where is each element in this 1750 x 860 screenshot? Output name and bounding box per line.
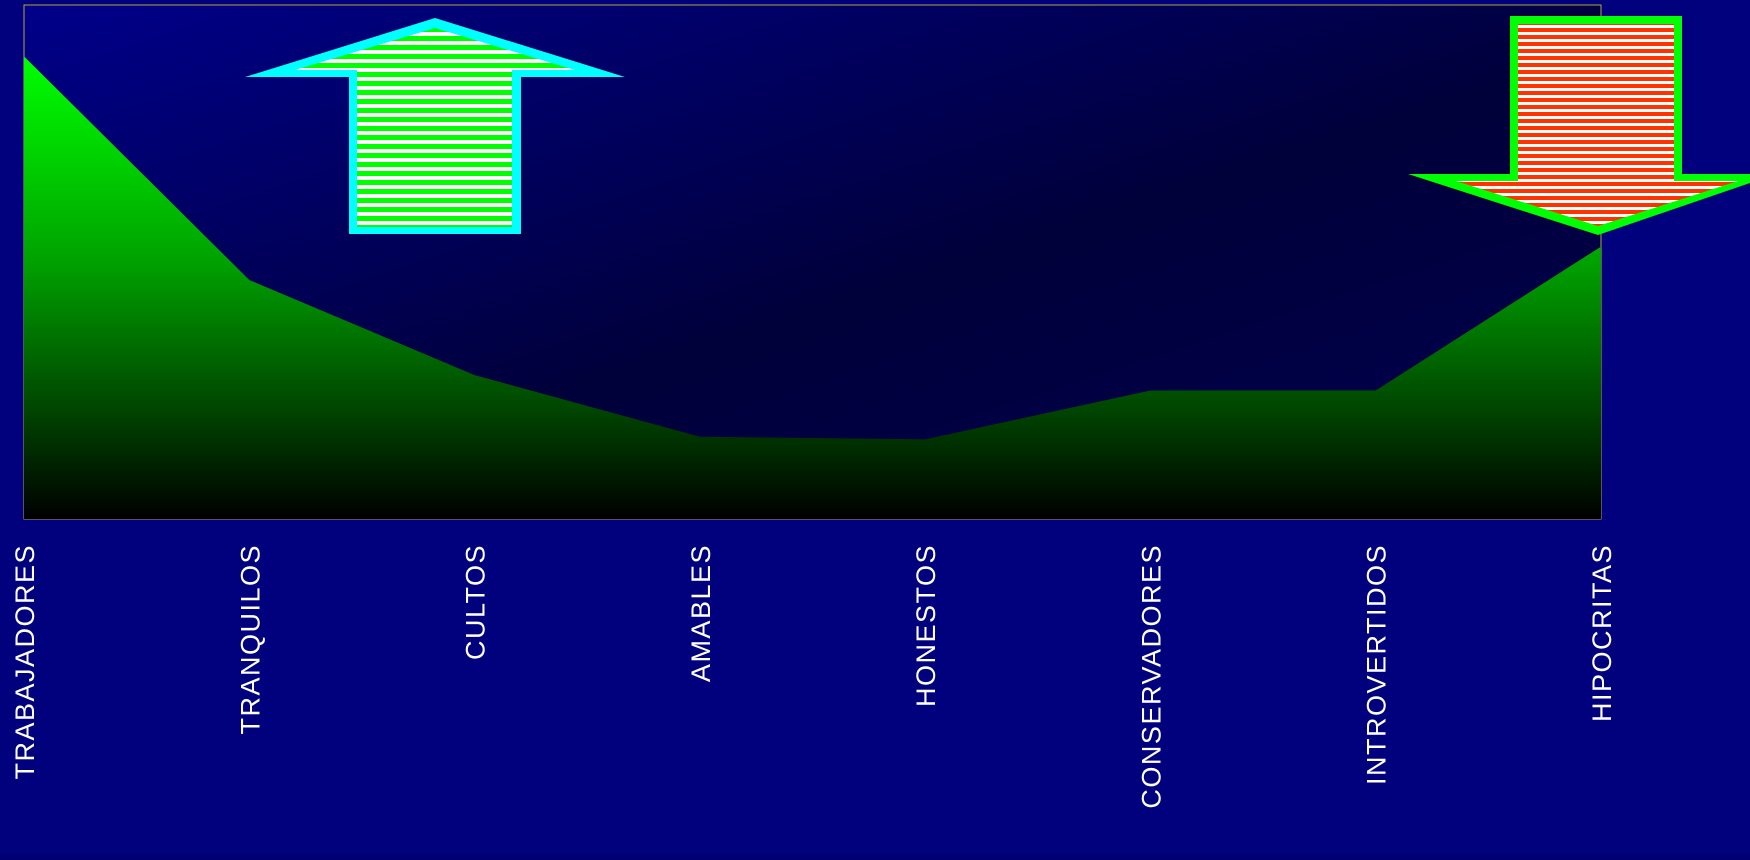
x-tick-label: CONSERVADORES: [1136, 544, 1166, 809]
x-tick-label: CULTOS: [461, 544, 491, 660]
x-tick-label: AMABLES: [686, 544, 716, 682]
down-arrow-icon: [1408, 16, 1750, 235]
x-tick-label: TRABAJADORES: [10, 544, 40, 780]
x-tick-label: HIPOCRITAS: [1587, 544, 1617, 722]
area-series-0: [24, 56, 1601, 520]
x-tick-label: HONESTOS: [911, 544, 941, 707]
up-arrow-icon: [245, 18, 625, 234]
x-tick-label: TRANQUILOS: [235, 544, 265, 735]
x-axis-labels: TRABAJADORES TRANQUILOS CULTOS AMABLES HONES…: [10, 544, 1617, 809]
x-tick-label: INTROVERTIDOS: [1362, 544, 1392, 785]
